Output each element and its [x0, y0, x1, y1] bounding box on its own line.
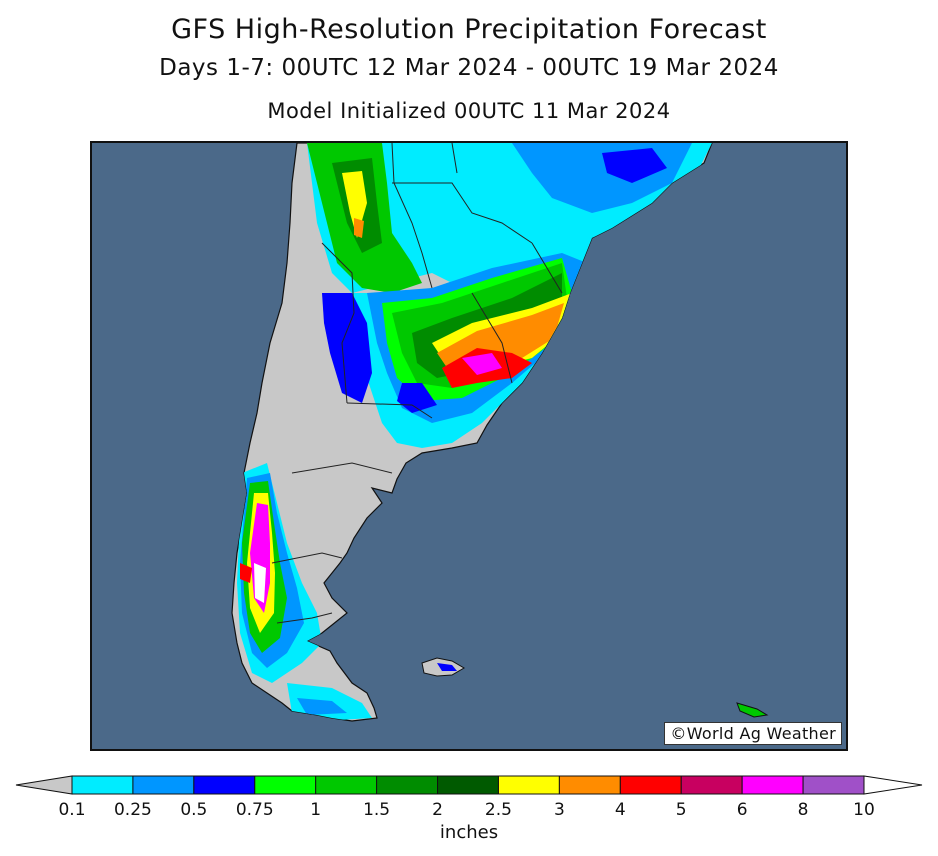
legend-swatch	[71, 775, 134, 795]
map-title: GFS High-Resolution Precipitation Foreca…	[171, 14, 767, 45]
legend-tick-label: 3	[553, 800, 565, 820]
legend-tick-label: 5	[675, 800, 687, 820]
legend-tick-label: 1.5	[363, 800, 391, 820]
forecast-period: Days 1-7: 00UTC 12 Mar 2024 - 00UTC 19 M…	[159, 55, 779, 81]
legend-arrow-high	[863, 775, 923, 795]
legend-tick-label: 8	[797, 800, 809, 820]
precip-shading	[237, 143, 712, 721]
map-canvas	[231, 143, 769, 722]
precipitation-map: ©World Ag Weather	[90, 141, 848, 751]
legend-tick-label: 0.5	[180, 800, 208, 820]
legend-swatch	[619, 775, 682, 795]
legend-swatch	[437, 775, 499, 795]
south-georgia-island	[736, 702, 769, 718]
legend-swatch	[558, 775, 621, 795]
legend-bar	[15, 775, 923, 795]
legend-swatch	[497, 775, 560, 795]
legend-swatch	[741, 775, 804, 795]
legend-tick-label: 0.75	[235, 800, 274, 820]
legend-tick-label: 2	[432, 800, 443, 820]
legend-swatch	[254, 775, 317, 795]
legend-tick-label: 0.1	[58, 800, 86, 820]
legend-tick-label: 10	[853, 800, 875, 820]
legend-arrow-low	[15, 775, 73, 795]
legend-swatch	[315, 775, 378, 795]
legend-swatch	[193, 775, 256, 795]
legend-tick-label: 6	[736, 800, 748, 820]
legend-unit-label: inches	[439, 822, 499, 843]
credit-label: ©World Ag Weather	[664, 722, 842, 745]
legend-swatch	[376, 775, 439, 795]
country-boundaries	[271, 143, 563, 624]
legend-swatch	[802, 775, 865, 795]
legend-tick-label: 2.5	[484, 800, 512, 820]
legend-swatch	[132, 775, 195, 795]
legend-swatch	[680, 775, 743, 795]
model-init-time: Model Initialized 00UTC 11 Mar 2024	[267, 99, 671, 123]
legend-tick-label: 0.25	[113, 800, 152, 820]
legend-tick-label: 1	[310, 800, 322, 820]
color-legend: 0.1 0.25 0.5 0.75 1 1.5 2 2.5 3 4 5 6 8 10 inches	[0, 770, 938, 856]
legend-tick-label: 4	[614, 800, 626, 820]
